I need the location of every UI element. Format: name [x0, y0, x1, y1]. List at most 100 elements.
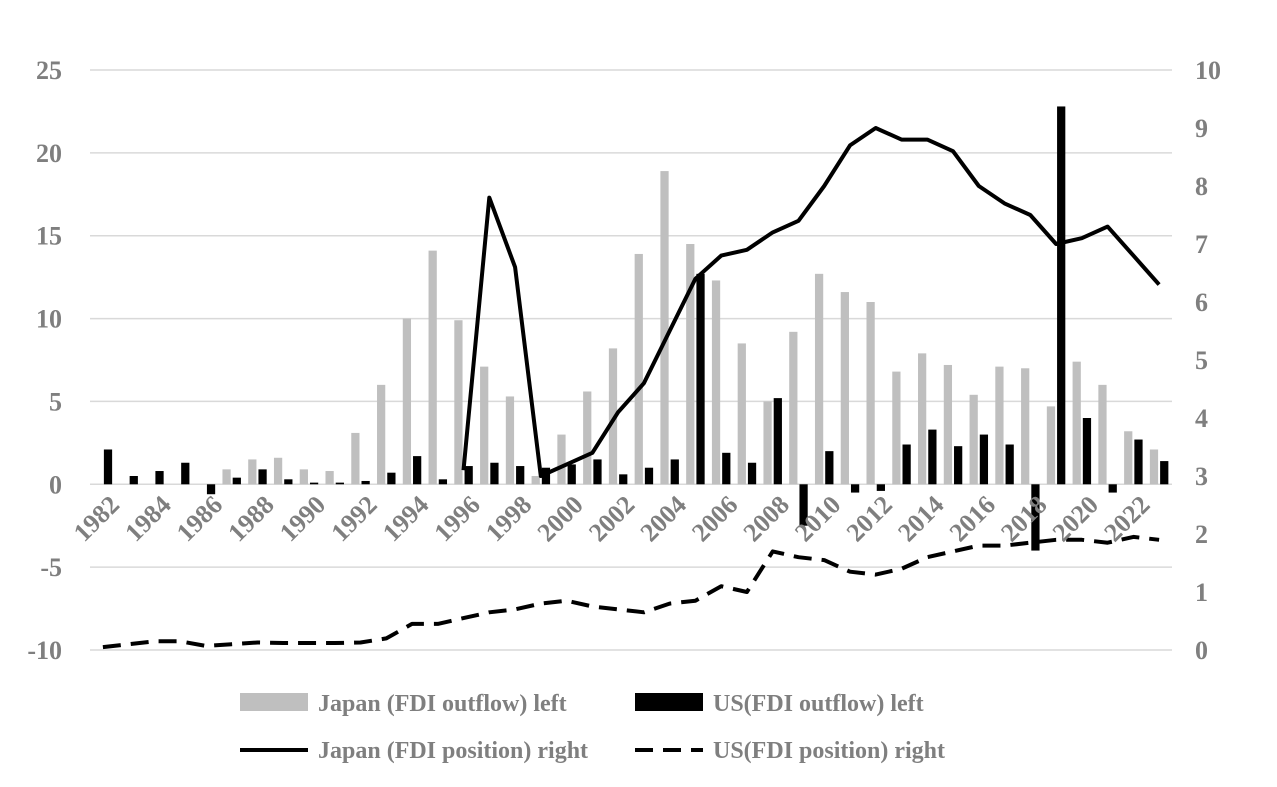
- y-right-tick-label: 5: [1195, 346, 1208, 375]
- bar-us-outflow: [799, 484, 808, 526]
- bar-us-outflow: [593, 459, 602, 485]
- bar-us-outflow: [361, 480, 370, 485]
- x-tick-label: 1994: [377, 490, 434, 547]
- bar-us-outflow: [979, 434, 989, 485]
- legend-label: US(FDI position) right: [713, 738, 945, 764]
- bar-japan-outflow: [505, 396, 515, 485]
- bar-japan-outflow: [480, 366, 489, 485]
- bar-us-outflow: [206, 484, 216, 495]
- bar-us-outflow: [464, 466, 473, 485]
- lines: [102, 126, 1161, 650]
- bar-us-outflow: [773, 398, 782, 485]
- bar-us-outflow: [1160, 461, 1169, 485]
- bar-us-outflow: [644, 467, 654, 485]
- y-left-tick-label: 20: [36, 139, 62, 168]
- y-left-tick-label: 5: [49, 387, 62, 416]
- y-left-tick-label: 0: [49, 470, 62, 499]
- bar-us-outflow: [1108, 484, 1117, 493]
- x-tick-label: 1996: [429, 490, 486, 547]
- x-tick-label: 2014: [892, 490, 949, 547]
- y-right-tick-label: 0: [1195, 636, 1208, 665]
- y-left-tick-label: 10: [36, 305, 62, 334]
- bar-us-outflow: [309, 482, 319, 485]
- bar-japan-outflow: [634, 253, 643, 485]
- bar-japan-outflow: [377, 384, 386, 485]
- line-us-position: [102, 534, 1160, 650]
- bar-japan-outflow: [1046, 406, 1056, 485]
- axes: -10-505101520250123456789101982198419861…: [27, 56, 1221, 665]
- bar-us-outflow: [876, 484, 885, 491]
- y-right-tick-label: 10: [1195, 56, 1221, 85]
- bar-us-outflow: [1134, 439, 1143, 485]
- x-tick-label: 2006: [686, 490, 743, 547]
- bar-japan-outflow: [660, 171, 669, 485]
- x-tick-label: 2008: [738, 490, 795, 547]
- y-right-tick-label: 6: [1195, 288, 1208, 317]
- bar-japan-outflow: [943, 364, 953, 485]
- bar-us-outflow: [516, 466, 525, 485]
- bar-japan-outflow: [840, 292, 849, 485]
- x-tick-label: 2022: [1098, 490, 1155, 547]
- bar-japan-outflow: [557, 434, 566, 485]
- bar-japan-outflow: [1149, 449, 1159, 485]
- x-tick-label: 1988: [222, 490, 279, 547]
- x-tick-label: 2002: [583, 490, 640, 547]
- bar-us-outflow: [155, 471, 164, 485]
- x-tick-label: 2004: [635, 490, 692, 547]
- bar-us-outflow: [1031, 484, 1040, 551]
- y-right-tick-label: 4: [1195, 404, 1208, 433]
- y-right-tick-label: 9: [1195, 114, 1208, 143]
- bar-us-outflow: [928, 429, 937, 485]
- bar-japan-outflow: [969, 394, 978, 485]
- x-tick-label: 2012: [841, 490, 898, 547]
- bar-us-outflow: [1057, 106, 1066, 485]
- x-tick-label: 1982: [68, 490, 125, 547]
- bar-japan-outflow: [814, 273, 824, 485]
- bar-japan-outflow: [583, 391, 592, 485]
- bar-japan-outflow: [866, 302, 875, 485]
- legend: Japan (FDI outflow) left US(FDI outflow) …: [240, 691, 945, 764]
- bar-japan-outflow: [531, 476, 540, 485]
- y-right-tick-label: 3: [1195, 462, 1208, 491]
- x-tick-label: 1998: [480, 490, 537, 547]
- bar-us-outflow: [1005, 444, 1014, 485]
- bar-japan-outflow: [711, 280, 721, 485]
- bars: [103, 106, 1169, 551]
- x-tick-label: 1984: [119, 490, 176, 547]
- bar-japan-outflow: [686, 244, 695, 485]
- bar-us-outflow: [1082, 418, 1092, 485]
- bar-us-outflow: [670, 459, 679, 485]
- bar-japan-outflow: [1098, 384, 1107, 485]
- bar-japan-outflow: [1021, 368, 1030, 485]
- bar-us-outflow: [696, 273, 705, 485]
- bar-us-outflow: [722, 452, 731, 485]
- bar-us-outflow: [954, 446, 963, 485]
- bar-us-outflow: [181, 462, 190, 485]
- bar-japan-outflow: [273, 457, 283, 485]
- bar-us-outflow: [825, 451, 834, 485]
- x-tick-label: 1992: [325, 490, 382, 547]
- bar-japan-outflow: [608, 348, 618, 485]
- bar-us-outflow: [490, 462, 499, 485]
- y-right-tick-label: 7: [1195, 230, 1208, 259]
- legend-swatch: [635, 693, 703, 711]
- bar-japan-outflow: [222, 469, 231, 485]
- line-japan-position: [461, 126, 1161, 478]
- y-right-tick-label: 2: [1195, 520, 1208, 549]
- bar-japan-outflow: [737, 343, 746, 485]
- bar-us-outflow: [335, 482, 344, 485]
- bar-japan-outflow: [248, 459, 257, 485]
- bar-us-outflow: [258, 469, 267, 485]
- x-tick-label: 1990: [274, 490, 331, 547]
- gridlines: [90, 69, 1172, 651]
- y-right-tick-label: 1: [1195, 578, 1208, 607]
- bar-japan-outflow: [789, 331, 798, 485]
- bar-us-outflow: [541, 467, 551, 485]
- bar-us-outflow: [438, 479, 448, 485]
- y-left-tick-label: 25: [36, 56, 62, 85]
- bar-japan-outflow: [325, 471, 334, 485]
- x-tick-label: 2016: [944, 490, 1001, 547]
- bar-japan-outflow: [918, 353, 927, 485]
